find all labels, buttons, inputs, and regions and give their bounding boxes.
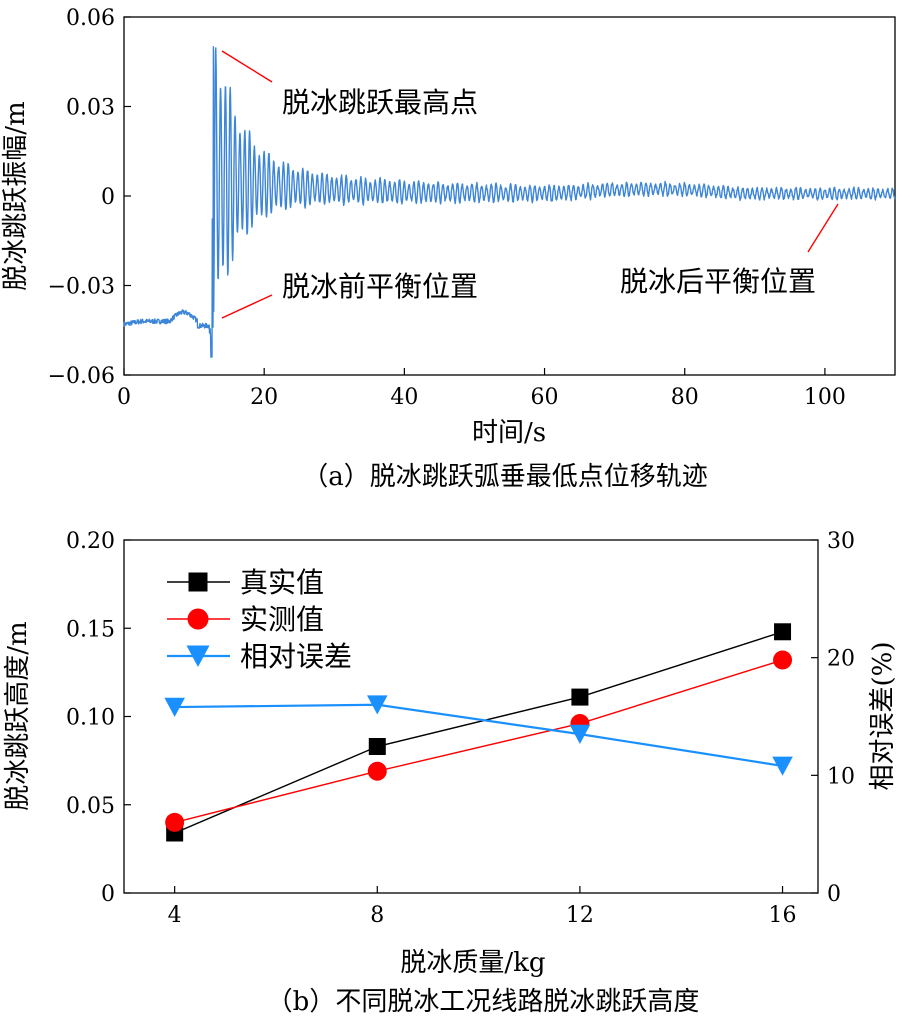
x-tick-label: 8 — [370, 903, 384, 928]
legend-marker — [187, 608, 209, 630]
x-tick-label: 40 — [390, 385, 418, 410]
y-tick-label: 0.03 — [66, 96, 115, 121]
x-tick-label: 0 — [117, 385, 131, 410]
legend-label: 相对误差 — [240, 640, 352, 673]
y-tick-label: 0.20 — [66, 529, 115, 554]
series-line — [174, 631, 783, 834]
y-tick-label: −0.03 — [48, 275, 115, 300]
legend-label: 实测值 — [240, 603, 324, 636]
y2-ticks-b: 0 10 20 30 — [811, 529, 855, 907]
y-tick-label: −0.06 — [48, 364, 115, 389]
caption-a: （a）脱冰跳跃弧垂最低点位移轨迹 — [302, 462, 708, 492]
x-ticks-b: 4 8 12 16 — [168, 886, 797, 928]
y-tick-label: 0.06 — [66, 6, 115, 31]
x-tick-label: 4 — [168, 903, 182, 928]
y-tick-label: 0.05 — [66, 794, 115, 819]
x-tick-label: 80 — [671, 385, 699, 410]
annotation-label: 脱冰前平衡位置 — [282, 270, 478, 303]
data-point — [366, 695, 388, 715]
x-tick-label: 12 — [566, 903, 594, 928]
series-b — [164, 623, 793, 842]
chart-b: 0 0.05 0.10 0.15 0.20 0 10 20 30 4 8 12 16 真实值实测值相… — [3, 529, 898, 1017]
series-line — [174, 703, 783, 768]
data-point — [569, 724, 591, 744]
legend-marker — [186, 645, 210, 667]
data-point — [773, 650, 793, 670]
x-tick-label: 20 — [250, 385, 278, 410]
annotation-leader — [807, 203, 839, 253]
plot-frame-b — [123, 539, 819, 894]
data-point — [368, 738, 386, 756]
data-point — [772, 756, 793, 776]
annotation-label: 脱冰跳跃最高点 — [282, 86, 478, 119]
x-tick-label: 16 — [769, 903, 797, 928]
annotation-leader — [221, 294, 273, 319]
y-ticks-a: −0.06 −0.03 0 0.03 0.06 — [48, 6, 131, 389]
y-tick-label: 0 — [101, 882, 115, 907]
y-axis-label-b: 脱冰跳跃高度/m — [3, 621, 33, 810]
data-point — [367, 761, 387, 781]
x-tick-label: 60 — [531, 385, 559, 410]
series-line — [174, 659, 783, 824]
x-ticks-a: 0 20 40 60 80 100 — [117, 368, 846, 410]
data-point — [164, 697, 185, 717]
legend-marker — [188, 572, 208, 592]
y2-tick-label: 10 — [827, 764, 855, 789]
y2-tick-label: 30 — [827, 529, 855, 554]
y2-axis-label-b: 相对误差(%) — [868, 642, 898, 791]
x-axis-label-a: 时间/s — [472, 418, 546, 448]
y-tick-label: 0.10 — [66, 706, 115, 731]
y2-tick-label: 0 — [827, 882, 841, 907]
data-point — [165, 812, 185, 832]
data-point — [774, 623, 792, 641]
y2-tick-label: 20 — [827, 647, 855, 672]
caption-b: （b）不同脱冰工况线路脱冰跳跃高度 — [267, 987, 700, 1017]
legend-label: 真实值 — [240, 566, 324, 599]
x-axis-label-b: 脱冰质量/kg — [400, 948, 545, 978]
annotation-label: 脱冰后平衡位置 — [620, 265, 816, 298]
data-point — [571, 688, 589, 706]
y-axis-label-a: 脱冰跳跃振幅/m — [1, 101, 31, 290]
y-tick-label: 0.15 — [66, 617, 115, 642]
x-tick-label: 100 — [804, 385, 846, 410]
displacement-trace — [123, 46, 896, 358]
y-tick-label: 0 — [101, 185, 115, 210]
y-ticks-b: 0 0.05 0.10 0.15 0.20 — [66, 529, 131, 907]
chart-a: −0.06 −0.03 0 0.03 0.06 0 20 40 60 80 100 脱冰跳跃最高点… — [1, 6, 896, 492]
annotation-leader — [221, 50, 273, 83]
